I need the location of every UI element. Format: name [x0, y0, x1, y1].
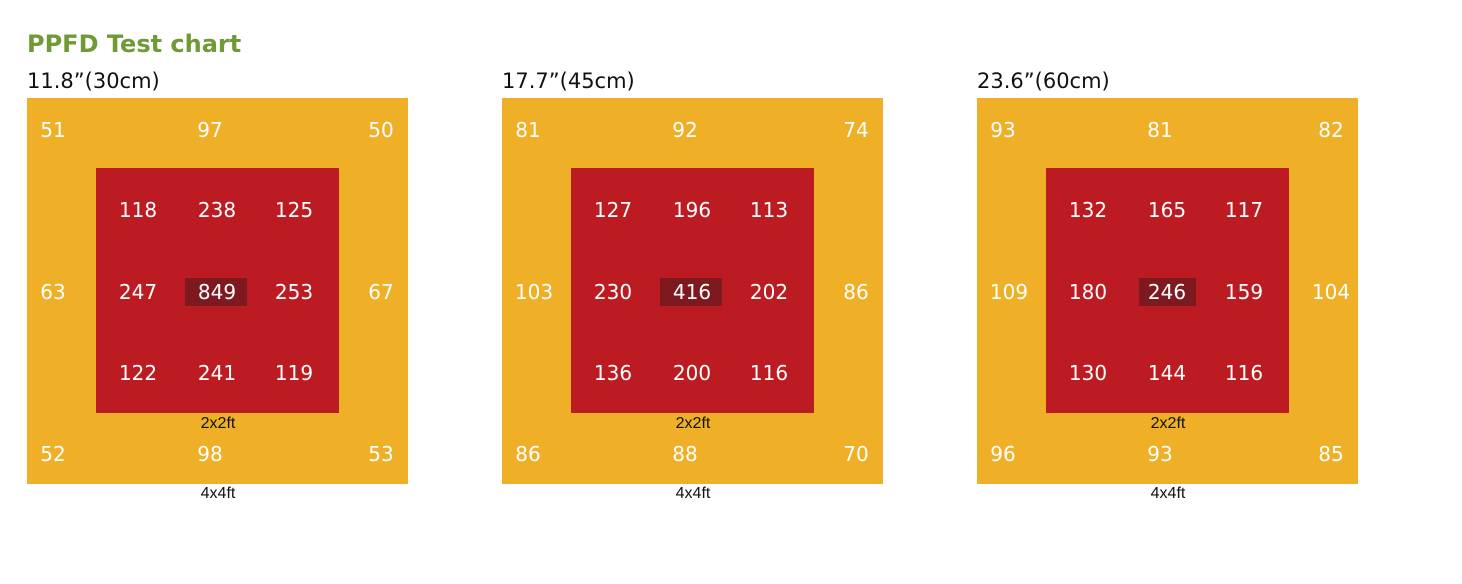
inner-value-r1c3: 117 [1224, 198, 1264, 222]
outer-area-label: 4x4ft [200, 485, 236, 502]
inner-value-r1c3: 113 [749, 198, 789, 222]
outer-value-middle-left: 109 [989, 280, 1029, 304]
inner-value-r3c3: 116 [1224, 361, 1264, 385]
inner-value-r1c1: 127 [593, 198, 633, 222]
outer-value-bottom-left: 86 [515, 442, 541, 466]
inner-value-r3c2: 200 [672, 361, 712, 385]
inner-area-label: 2x2ft [675, 415, 711, 432]
inner-value-r2c3: 159 [1224, 280, 1264, 304]
outer-value-top-center: 97 [197, 118, 223, 142]
outer-value-top-center: 92 [672, 118, 698, 142]
inner-value-r3c1: 130 [1068, 361, 1108, 385]
outer-value-bottom-left: 52 [40, 442, 66, 466]
ppfd-panel-45cm: 17.7”(45cm) 127 196 113 230 416 202 136 … [502, 66, 883, 506]
inner-value-r3c3: 119 [274, 361, 314, 385]
outer-area-4x4: 118 238 125 247 849 253 122 241 119 51 9… [27, 98, 408, 484]
chart-title: PPFD Test chart [27, 30, 242, 58]
inner-value-r1c1: 132 [1068, 198, 1108, 222]
outer-value-bottom-center: 98 [197, 442, 223, 466]
inner-area-label: 2x2ft [200, 415, 236, 432]
center-highlight [660, 278, 722, 306]
inner-value-r2c1: 230 [593, 280, 633, 304]
inner-value-r1c2: 238 [197, 198, 237, 222]
center-highlight [185, 278, 247, 306]
inner-value-r2c1: 247 [118, 280, 158, 304]
inner-area-2x2: 132 165 117 180 246 159 130 144 116 [1046, 168, 1289, 413]
outer-value-top-center: 81 [1147, 118, 1173, 142]
panel-height-label: 17.7”(45cm) [502, 69, 635, 93]
inner-area-2x2: 118 238 125 247 849 253 122 241 119 [96, 168, 339, 413]
outer-value-bottom-right: 85 [1318, 442, 1344, 466]
inner-value-center: 416 [672, 280, 712, 304]
outer-area-4x4: 132 165 117 180 246 159 130 144 116 93 8… [977, 98, 1358, 484]
inner-value-r2c1: 180 [1068, 280, 1108, 304]
inner-value-center: 246 [1147, 280, 1187, 304]
outer-value-top-left: 81 [515, 118, 541, 142]
outer-value-top-right: 82 [1318, 118, 1344, 142]
outer-value-middle-left: 63 [40, 280, 66, 304]
inner-value-r1c2: 196 [672, 198, 712, 222]
outer-value-bottom-center: 88 [672, 442, 698, 466]
inner-value-r2c3: 202 [749, 280, 789, 304]
outer-value-top-left: 93 [990, 118, 1016, 142]
inner-value-r3c2: 144 [1147, 361, 1187, 385]
panel-height-label: 23.6”(60cm) [977, 69, 1110, 93]
inner-value-r3c1: 122 [118, 361, 158, 385]
ppfd-panel-60cm: 23.6”(60cm) 132 165 117 180 246 159 130 … [977, 66, 1358, 506]
inner-value-r1c1: 118 [118, 198, 158, 222]
outer-area-label: 4x4ft [675, 485, 711, 502]
outer-value-bottom-center: 93 [1147, 442, 1173, 466]
inner-value-r3c3: 116 [749, 361, 789, 385]
outer-value-middle-left: 103 [514, 280, 554, 304]
ppfd-panel-30cm: 11.8”(30cm) 118 238 125 247 849 253 122 … [27, 66, 408, 506]
inner-value-r1c2: 165 [1147, 198, 1187, 222]
inner-value-r3c2: 241 [197, 361, 237, 385]
inner-area-label: 2x2ft [1150, 415, 1186, 432]
center-highlight [1139, 278, 1196, 306]
outer-value-bottom-left: 96 [990, 442, 1016, 466]
outer-value-middle-right: 67 [368, 280, 394, 304]
panel-height-label: 11.8”(30cm) [27, 69, 160, 93]
inner-value-r1c3: 125 [274, 198, 314, 222]
inner-area-2x2: 127 196 113 230 416 202 136 200 116 [571, 168, 814, 413]
outer-value-middle-right: 86 [843, 280, 869, 304]
inner-value-r2c3: 253 [274, 280, 314, 304]
outer-value-bottom-right: 53 [368, 442, 394, 466]
outer-value-middle-right: 104 [1311, 280, 1351, 304]
inner-value-r3c1: 136 [593, 361, 633, 385]
outer-value-top-right: 50 [368, 118, 394, 142]
outer-value-bottom-right: 70 [843, 442, 869, 466]
outer-area-4x4: 127 196 113 230 416 202 136 200 116 81 9… [502, 98, 883, 484]
outer-area-label: 4x4ft [1150, 485, 1186, 502]
outer-value-top-right: 74 [843, 118, 869, 142]
outer-value-top-left: 51 [40, 118, 66, 142]
inner-value-center: 849 [197, 280, 237, 304]
